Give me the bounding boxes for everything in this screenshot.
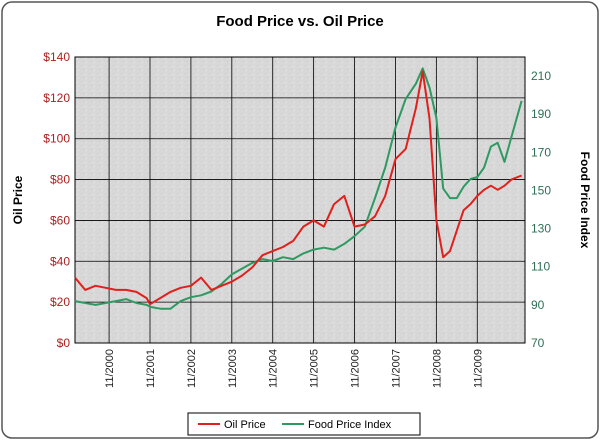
x-axis-ticks: 11/2000 11/2001 11/2002 11/2003 11/2004 11/20… (104, 349, 484, 388)
series-line-food-price-index (74, 67, 523, 310)
x-tick-label: 11/2003 (227, 349, 239, 388)
y-right-tick-label: 130 (531, 222, 551, 236)
chart-title: Food Price vs. Oil Price (216, 13, 384, 30)
y-left-tick-label: $40 (50, 254, 70, 268)
plot-area (74, 56, 526, 344)
series-line-oil-price (74, 70, 522, 306)
legend: Oil Price Food Price Index (187, 412, 421, 436)
x-tick-label: 11/2006 (350, 349, 362, 388)
x-tick-label: 11/2005 (309, 349, 321, 388)
grid-lines (75, 56, 525, 344)
y-axis-right-title: Food Price Index (578, 152, 592, 249)
y-left-tick-label: $120 (43, 91, 70, 105)
x-tick-label: 11/2000 (104, 349, 116, 388)
y-left-tick-label: $140 (43, 50, 70, 64)
x-tick-label: 11/2007 (390, 349, 402, 388)
y-right-tick-label: 190 (531, 107, 551, 121)
x-tick-label: 11/2002 (186, 349, 198, 388)
y-left-tick-label: $60 (50, 213, 70, 227)
y-left-tick-label: $0 (57, 336, 71, 350)
y-left-tick-label: $20 (50, 295, 70, 309)
y-right-tick-label: 170 (531, 145, 551, 159)
y-axis-right-ticks: 70 90 110 130 150 170 190 210 (531, 69, 551, 350)
y-axis-left-title: Oil Price (11, 175, 25, 224)
y-right-tick-label: 90 (531, 298, 545, 312)
y-right-tick-label: 150 (531, 183, 551, 197)
y-right-tick-label: 210 (531, 69, 551, 83)
x-tick-label: 11/2009 (472, 349, 484, 388)
y-left-tick-label: $100 (43, 132, 70, 146)
x-tick-label: 11/2004 (268, 349, 280, 388)
x-tick-label: 11/2001 (145, 349, 157, 388)
y-right-tick-label: 70 (531, 336, 545, 350)
y-right-tick-label: 110 (531, 260, 550, 274)
x-tick-label: 11/2008 (431, 349, 443, 388)
legend-label-oil: Oil Price (224, 419, 266, 431)
series-lines (74, 67, 523, 310)
y-left-tick-label: $80 (50, 173, 70, 187)
legend-label-food: Food Price Index (308, 419, 392, 431)
y-axis-left-ticks: $0 $20 $40 $60 $80 $100 $120 $140 (43, 50, 70, 350)
